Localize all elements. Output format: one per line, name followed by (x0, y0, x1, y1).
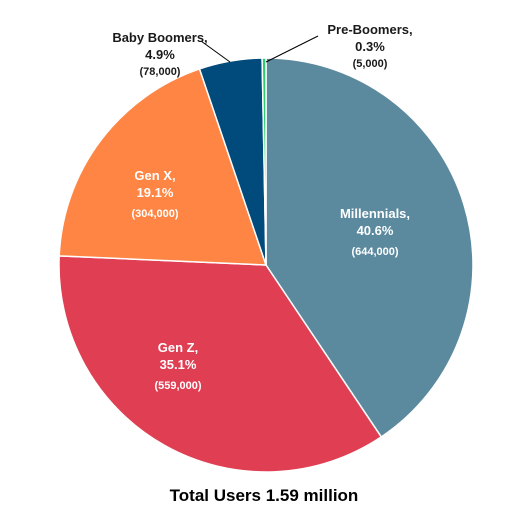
slice-label-count-millennials: (644,000) (351, 246, 398, 258)
slice-label-name-babyboomers: Baby Boomers, (112, 30, 207, 45)
pie-slice-genz (58, 255, 383, 473)
slice-label-percent-preboomers: 0.3% (355, 39, 385, 54)
slice-label-count-preboomers: (5,000) (353, 58, 388, 70)
chart-caption: Total Users 1.59 million (169, 486, 359, 505)
slice-label-name-millennials: Millennials, (340, 206, 410, 221)
slice-label-percent-genz: 35.1% (160, 357, 197, 372)
slice-label-count-genz: (559,000) (154, 380, 201, 392)
pie-slice-genx (58, 67, 268, 266)
pie-slice-millennials (265, 57, 474, 438)
slice-label-percent-babyboomers: 4.9% (145, 47, 175, 62)
slice-label-percent-millennials: 40.6% (357, 223, 394, 238)
pie-slice-preboomers (261, 57, 267, 266)
slice-label-count-babyboomers: (78,000) (140, 66, 181, 78)
slice-label-count-genx: (304,000) (131, 208, 178, 220)
slice-label-percent-genx: 19.1% (137, 185, 174, 200)
leader-line-babyboomers (200, 40, 231, 63)
slice-label-name-preboomers: Pre-Boomers, (327, 22, 412, 37)
slice-label-name-genz: Gen Z, (158, 340, 198, 355)
slice-label-name-genx: Gen X, (134, 168, 175, 183)
leader-line-preboomers (265, 35, 319, 63)
